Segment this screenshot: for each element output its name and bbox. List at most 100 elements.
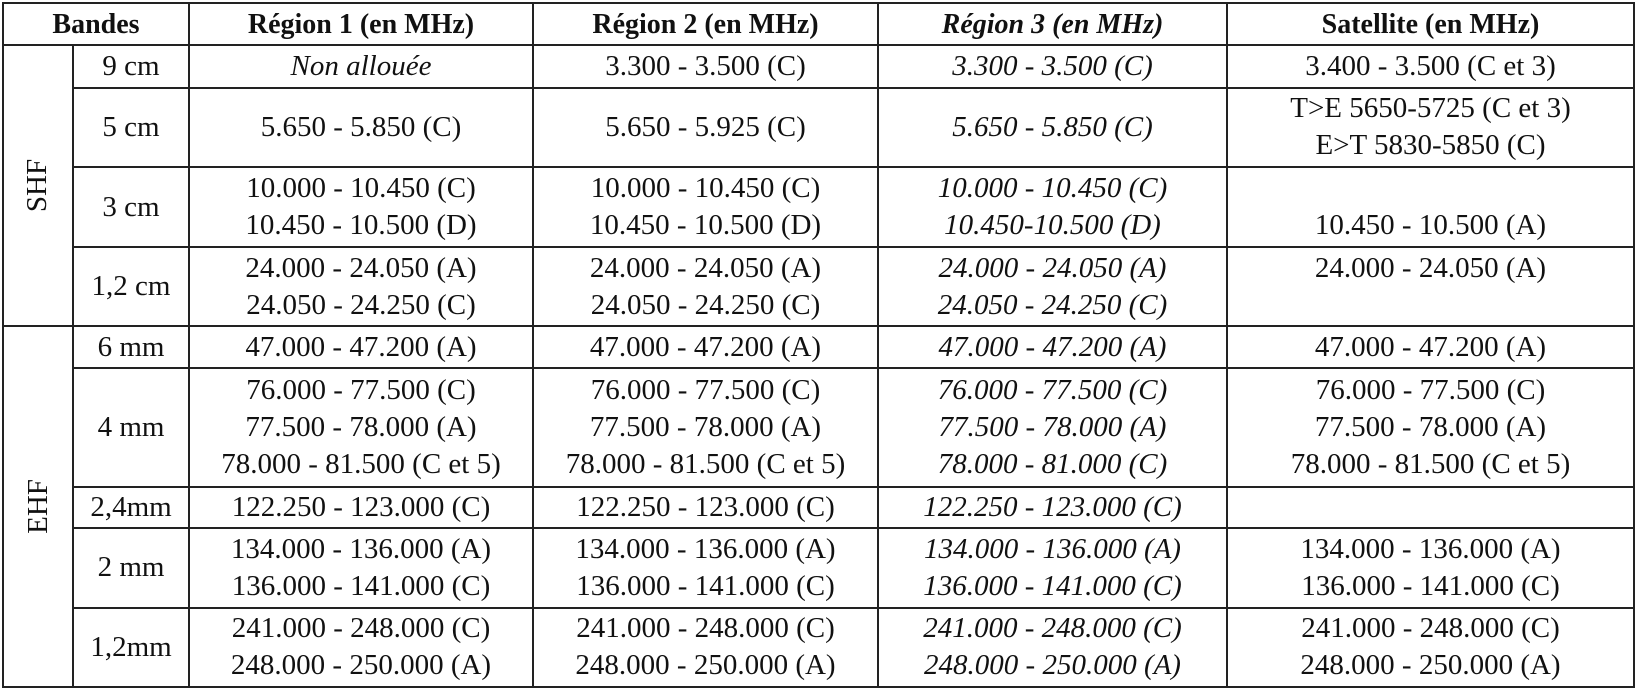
region2-cell: 76.000 - 77.500 (C) 77.500 - 78.000 (A) 78… <box>532 367 879 488</box>
region1-value: 241.000 - 248.000 (C) <box>231 612 491 645</box>
satellite-value: 10.450 - 10.500 (A) <box>1314 209 1547 242</box>
region1-value: 134.000 - 136.000 (A) <box>230 532 492 565</box>
region1-value: 76.000 - 77.500 (C) <box>246 373 476 406</box>
region3-value: 3.300 - 3.500 (C) <box>952 49 1153 82</box>
region2-value: 3.300 - 3.500 (C) <box>605 49 806 82</box>
region2-cell: 10.000 - 10.450 (C) 10.450 - 10.500 (D) <box>532 165 879 249</box>
satellite-value: E>T 5830-5850 (C) <box>1315 129 1546 162</box>
band-cell: 5 cm <box>72 86 190 168</box>
band-cell: 2,4mm <box>72 485 190 529</box>
table-row: 5 cm 5.650 - 5.850 (C) 5.650 - 5.925 (C) 5.… <box>3 86 1635 168</box>
region2-value: 78.000 - 81.500 (C et 5) <box>565 447 846 480</box>
region1-cell: 5.650 - 5.850 (C) <box>188 86 534 168</box>
table-row: 2,4mm 122.250 - 123.000 (C) 122.250 - 123.… <box>3 485 1635 529</box>
region1-value: 10.000 - 10.450 (C) <box>246 172 476 205</box>
table-row: 3 cm 10.000 - 10.450 (C) 10.450 - 10.500 (… <box>3 165 1635 249</box>
region2-cell: 134.000 - 136.000 (A) 136.000 - 141.000 (… <box>532 526 879 609</box>
satellite-cell: 3.400 - 3.500 (C et 3) <box>1226 44 1635 89</box>
region2-value: 248.000 - 250.000 (A) <box>575 649 836 682</box>
region2-value: 24.000 - 24.050 (A) <box>589 251 822 284</box>
region1-value: 77.500 - 78.000 (A) <box>245 410 477 443</box>
group-label-shf: SHF <box>21 159 54 213</box>
band-cell: 6 mm <box>72 325 190 370</box>
header-satellite: Satellite (en MHz) <box>1226 2 1635 46</box>
region3-cell: 241.000 - 248.000 (C) 248.000 - 250.000 (… <box>877 606 1228 689</box>
table-row: 1,2mm 241.000 - 248.000 (C) 248.000 - 250.… <box>3 606 1635 689</box>
band-cell: 3 cm <box>72 165 190 249</box>
band-cell: 9 cm <box>72 44 190 89</box>
table-row: EHF 6 mm 47.000 - 47.200 (A) 47.000 - 47.20… <box>2 325 1635 688</box>
band-cell: 1,2mm <box>72 606 190 689</box>
satellite-value: 77.500 - 78.000 (A) <box>1314 410 1547 443</box>
region3-value: 24.000 - 24.050 (A) <box>938 251 1167 284</box>
satellite-cell <box>1226 485 1635 529</box>
header-row: Bandes Région 1 (en MHz) Région 2 (en MH… <box>2 2 1635 46</box>
satellite-cell: T>E 5650-5725 (C et 3) E>T 5830-5850 (C) <box>1226 86 1635 168</box>
region1-value: 78.000 - 81.500 (C et 5) <box>221 447 501 480</box>
region3-cell: 10.000 - 10.450 (C) 10.450-10.500 (D) <box>877 165 1228 249</box>
region1-value: 10.450 - 10.500 (D) <box>245 209 477 242</box>
satellite-cell: 24.000 - 24.050 (A) <box>1226 246 1635 328</box>
table-row: SHF 9 cm Non allouée 3.300 - 3.500 (C) 3.300… <box>2 43 1635 328</box>
region2-cell: 122.250 - 123.000 (C) <box>532 485 879 529</box>
region3-value: 10.450-10.500 (D) <box>944 209 1161 242</box>
region3-value: 76.000 - 77.500 (C) <box>937 373 1168 406</box>
satellite-cell: 10.450 - 10.500 (A) <box>1226 165 1635 249</box>
group-cell-shf: SHF <box>2 43 74 328</box>
region3-value: 10.000 - 10.450 (C) <box>937 172 1168 205</box>
region3-value: 24.050 - 24.250 (C) <box>937 288 1168 321</box>
satellite-value: 134.000 - 136.000 (A) <box>1300 532 1561 565</box>
region2-cell: 24.000 - 24.050 (A) 24.050 - 24.250 (C) <box>532 246 879 328</box>
region1-value: 5.650 - 5.850 (C) <box>260 110 462 143</box>
region3-value: 77.500 - 78.000 (A) <box>938 410 1167 443</box>
region3-cell: 134.000 - 136.000 (A) 136.000 - 141.000 (… <box>877 526 1228 609</box>
region1-value: Non allouée <box>290 49 432 82</box>
region2-value: 10.450 - 10.500 (D) <box>589 209 822 242</box>
region1-value: 248.000 - 250.000 (A) <box>230 649 492 682</box>
table-body: SHF 9 cm Non allouée 3.300 - 3.500 (C) 3.300… <box>2 43 1635 689</box>
region3-cell: 5.650 - 5.850 (C) <box>877 86 1228 168</box>
satellite-value: 24.000 - 24.050 (A) <box>1314 251 1547 284</box>
satellite-cell: 47.000 - 47.200 (A) <box>1226 325 1635 370</box>
region1-cell: 47.000 - 47.200 (A) <box>188 325 534 370</box>
region2-value: 134.000 - 136.000 (A) <box>575 532 836 565</box>
region3-cell: 24.000 - 24.050 (A) 24.050 - 24.250 (C) <box>877 246 1228 328</box>
satellite-cell: 76.000 - 77.500 (C) 77.500 - 78.000 (A) 78… <box>1226 367 1635 488</box>
region1-cell: 134.000 - 136.000 (A) 136.000 - 141.000 (… <box>188 526 534 609</box>
region2-cell: 241.000 - 248.000 (C) 248.000 - 250.000 (… <box>532 606 879 689</box>
region3-value: 5.650 - 5.850 (C) <box>952 110 1153 143</box>
region1-value: 47.000 - 47.200 (A) <box>245 330 477 363</box>
region3-value: 134.000 - 136.000 (A) <box>924 532 1181 565</box>
satellite-cell: 134.000 - 136.000 (A) 136.000 - 141.000 (… <box>1226 526 1635 609</box>
header-region2: Région 2 (en MHz) <box>532 2 879 46</box>
satellite-value: T>E 5650-5725 (C et 3) <box>1290 92 1571 125</box>
satellite-cell: 241.000 - 248.000 (C) 248.000 - 250.000 (… <box>1226 606 1635 689</box>
satellite-value: 3.400 - 3.500 (C et 3) <box>1305 49 1556 82</box>
satellite-value: 136.000 - 141.000 (C) <box>1301 569 1560 602</box>
region3-cell: 47.000 - 47.200 (A) <box>877 325 1228 370</box>
satellite-value: 241.000 - 248.000 (C) <box>1301 612 1560 645</box>
band-cell: 1,2 cm <box>72 246 190 328</box>
region3-cell: 76.000 - 77.500 (C) 77.500 - 78.000 (A) 78… <box>877 367 1228 488</box>
region2-value: 24.050 - 24.250 (C) <box>590 288 821 321</box>
satellite-value: 76.000 - 77.500 (C) <box>1315 373 1546 406</box>
region3-value: 136.000 - 141.000 (C) <box>923 569 1182 602</box>
region3-cell: 3.300 - 3.500 (C) <box>877 44 1228 89</box>
region1-cell: 24.000 - 24.050 (A) 24.050 - 24.250 (C) <box>188 246 534 328</box>
table-row: 2 mm 134.000 - 136.000 (A) 136.000 - 141.0… <box>3 526 1635 609</box>
region3-value: 122.250 - 123.000 (C) <box>923 490 1182 523</box>
region1-value: 122.250 - 123.000 (C) <box>231 490 491 523</box>
region1-cell: 122.250 - 123.000 (C) <box>188 485 534 529</box>
satellite-value: 248.000 - 250.000 (A) <box>1300 649 1561 682</box>
region2-value: 77.500 - 78.000 (A) <box>589 410 822 443</box>
region1-value: 136.000 - 141.000 (C) <box>231 569 491 602</box>
band-cell: 4 mm <box>72 367 190 488</box>
group-cell-ehf: EHF <box>2 325 74 688</box>
satellite-value: 47.000 - 47.200 (A) <box>1314 330 1547 363</box>
region2-value: 122.250 - 123.000 (C) <box>576 490 835 523</box>
region1-cell: Non allouée <box>188 44 534 89</box>
region3-value: 78.000 - 81.000 (C) <box>937 447 1168 480</box>
region2-value: 47.000 - 47.200 (A) <box>589 330 822 363</box>
satellite-value <box>1229 287 1632 324</box>
region2-cell: 47.000 - 47.200 (A) <box>532 325 879 370</box>
